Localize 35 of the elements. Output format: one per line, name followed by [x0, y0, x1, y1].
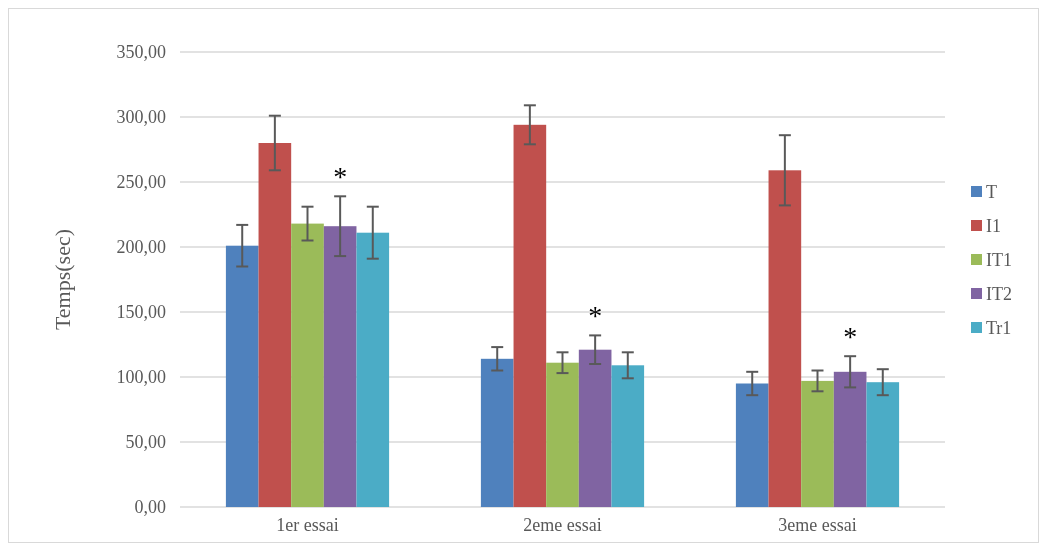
- bar: [513, 124, 547, 507]
- y-tick-label: 0,00: [134, 497, 166, 518]
- y-tick-label: 100,00: [116, 367, 166, 388]
- bar: [356, 232, 390, 507]
- annotation: *: [843, 320, 858, 352]
- bar: [735, 383, 769, 507]
- bar: [291, 223, 324, 507]
- annotation: *: [333, 160, 348, 192]
- bar: [546, 362, 579, 507]
- bar: [323, 226, 357, 507]
- x-tick-label: 2eme essai: [523, 515, 602, 535]
- x-tick-label: 1er essai: [276, 515, 339, 535]
- y-tick-label: 200,00: [116, 237, 166, 258]
- bar: [866, 382, 900, 507]
- bar: [578, 349, 612, 507]
- y-tick-label: 350,00: [116, 42, 166, 63]
- bar: [611, 365, 645, 507]
- bar: [258, 143, 292, 507]
- bar: [768, 170, 802, 507]
- legend-label: IT2: [986, 284, 1012, 305]
- bar: [833, 371, 867, 507]
- legend-label: Tr1: [986, 318, 1012, 339]
- bar: [480, 358, 514, 507]
- y-tick-label: 300,00: [116, 107, 166, 128]
- y-axis-title: Temps(sec): [50, 228, 75, 331]
- legend-label: I1: [986, 216, 1001, 237]
- annotation: *: [588, 300, 603, 331]
- y-tick-label: 250,00: [116, 172, 166, 193]
- legend-label: IT1: [986, 250, 1012, 271]
- bar: [225, 245, 259, 507]
- x-tick-label: 3eme essai: [778, 515, 857, 535]
- y-tick-label: 50,00: [125, 432, 166, 453]
- bar: [801, 380, 834, 507]
- legend-label: T: [986, 182, 997, 203]
- y-tick-label: 150,00: [116, 302, 166, 323]
